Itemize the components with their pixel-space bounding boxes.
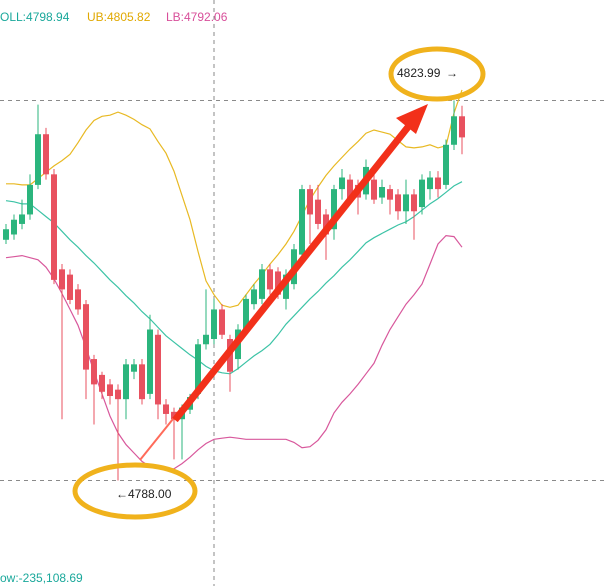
candle-body (43, 134, 49, 175)
candle-body (211, 309, 217, 339)
low-label: 4788.00 (128, 487, 172, 501)
candle-body (195, 344, 201, 394)
candle-body (411, 194, 417, 212)
highlights (72, 46, 486, 520)
candle-body (123, 364, 129, 400)
candle-body (67, 274, 73, 300)
candle-body (35, 134, 41, 185)
candle-body (379, 187, 385, 198)
candle-body (315, 199, 321, 224)
candle-body (299, 189, 305, 255)
candle-body (19, 214, 25, 224)
candle-body (307, 189, 313, 215)
candle-body (27, 184, 33, 215)
candle-body (459, 116, 465, 138)
candle-body (275, 271, 281, 295)
candle-body (403, 194, 409, 212)
legend-entry: UB:4805.82 (87, 10, 151, 24)
candle-body (331, 189, 337, 230)
candle-body (395, 194, 401, 212)
candle-body (99, 374, 105, 392)
candle-body (451, 116, 457, 145)
candle-body (371, 179, 377, 200)
high-label: 4823.99 (397, 66, 441, 80)
high-label-arrow: → (446, 66, 458, 80)
candle-body (91, 359, 97, 385)
candle-body (283, 274, 289, 299)
candle-body (267, 269, 273, 290)
legend-entry: OLL:4798.94 (0, 10, 70, 24)
band-line (6, 89, 463, 308)
candle-body (171, 411, 177, 420)
candle-body (219, 309, 225, 335)
candle-body (419, 179, 425, 208)
trend-arrow (172, 119, 415, 423)
candle-body (203, 334, 209, 345)
candle-body (163, 404, 169, 414)
candle-body (3, 229, 9, 240)
candle-body (155, 334, 161, 405)
candle-body (59, 269, 65, 290)
candle-body (251, 289, 257, 305)
candle-body (83, 304, 89, 370)
candle-body (347, 179, 353, 200)
candle-body (139, 364, 145, 400)
candle-body (147, 329, 153, 394)
candle-body (107, 384, 113, 396)
low-label-arrow: ← (116, 487, 128, 501)
candle-body (51, 174, 57, 280)
candle-body (443, 144, 449, 185)
candle-body (435, 177, 441, 190)
legend-entry: LB:4792.06 (166, 10, 228, 24)
band-line (5, 234, 463, 470)
candle-body (387, 189, 393, 200)
band-line (5, 181, 463, 375)
candle-body (427, 177, 433, 190)
candle-body (339, 177, 345, 190)
footer-text: ow:-235,108.69 (0, 571, 83, 585)
candle-body (131, 364, 137, 372)
candle-body (323, 214, 329, 235)
high-highlight (388, 46, 486, 102)
candle-body (75, 289, 81, 310)
plot (0, 89, 604, 481)
trend-arrow-head (396, 104, 428, 134)
candle-body (243, 298, 249, 330)
low-highlight (72, 462, 198, 520)
candle-body (259, 269, 265, 299)
candle-body (115, 389, 121, 400)
candle-body (11, 219, 17, 235)
